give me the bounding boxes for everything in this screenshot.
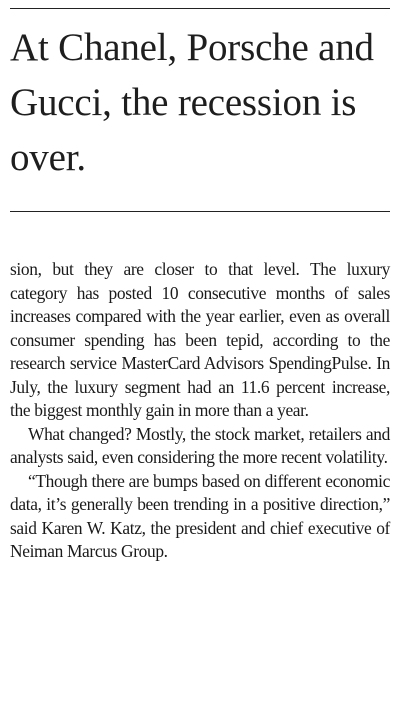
headline: At Chanel, Porsche and Gucci, the recess…	[10, 26, 374, 179]
top-rule	[10, 8, 390, 9]
headline-rule	[10, 211, 390, 212]
article-body: sion, but they are closer to that level.…	[10, 258, 390, 564]
paragraph-2: What changed? Mostly, the stock market, …	[10, 423, 390, 468]
article-page: At Chanel, Porsche and Gucci, the recess…	[10, 0, 390, 710]
paragraph-3: “Though there are bumps based on dif­fer…	[10, 470, 390, 562]
paragraph-1: sion, but they are closer to that level.…	[10, 259, 390, 420]
